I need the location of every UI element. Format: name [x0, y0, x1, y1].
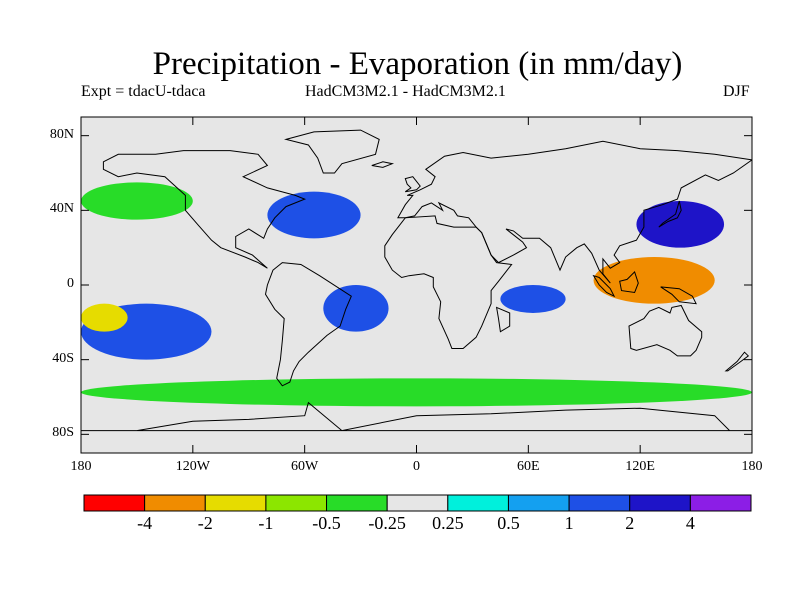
experiment-label: Expt = tdacU-tdaca: [81, 83, 206, 100]
coastline-9: [660, 286, 697, 305]
axis-ticks: [80, 117, 753, 453]
lat-label-1: 40N: [49, 201, 74, 217]
field-region-2: [500, 285, 566, 313]
field-region-7: [81, 378, 752, 407]
coastline-4: [628, 304, 703, 357]
field-region-1: [323, 285, 389, 332]
colorbar-swatch-8: [568, 494, 631, 512]
coastline-5: [284, 129, 380, 174]
lat-label-2: 0: [67, 276, 74, 291]
lon-label-3: 0: [413, 459, 420, 474]
coastline-6: [81, 401, 752, 432]
colorbar-swatch-4: [326, 494, 388, 512]
colorbar-label-8: 2: [625, 513, 635, 533]
coastline-13: [495, 306, 511, 333]
colorbar-swatch-1: [144, 494, 206, 512]
coastline-14: [724, 351, 750, 372]
coastline-0: [102, 150, 307, 269]
coastline-8: [619, 270, 639, 294]
model-label: HadCM3M2.1 - HadCM3M2.1: [305, 83, 506, 100]
lat-label-0: 80N: [49, 126, 74, 142]
coastline-3: [384, 215, 513, 349]
colorbar-swatch-2: [204, 494, 267, 512]
colorbar-label-1: -2: [197, 513, 213, 533]
colorbar-label-2: -1: [258, 513, 274, 533]
coastlines: [81, 129, 752, 432]
chart-title: Precipitation - Evaporation (in mm/day): [152, 46, 683, 82]
field-region-8: [81, 303, 128, 332]
coastline-10: [658, 200, 682, 228]
coastline-1: [264, 262, 352, 387]
lon-label-1: 120W: [175, 459, 210, 474]
colorbar-swatch-10: [689, 494, 752, 512]
coastline-12: [371, 161, 395, 168]
colorbar-swatch-6: [447, 494, 509, 512]
colorbar-swatch-5: [386, 494, 449, 512]
lat-label-3: 40S: [52, 350, 74, 366]
lon-label-2: 60W: [291, 459, 319, 474]
lon-label-4: 60E: [517, 459, 540, 474]
field-region-3: [636, 201, 725, 248]
season-label: DJF: [723, 83, 750, 100]
colorbar-label-7: 1: [564, 513, 574, 533]
field-region-4: [267, 191, 361, 239]
lat-label-4: 80S: [52, 425, 74, 441]
colorbar-label-4: -0.25: [368, 513, 406, 533]
field-region-0: [593, 257, 715, 304]
colorbar-swatch-9: [629, 494, 691, 512]
colorbar-label-5: 0.25: [432, 513, 464, 533]
coastline-11: [404, 176, 421, 193]
colorbar-swatch-7: [507, 494, 570, 512]
lon-label-0: 180: [70, 459, 92, 474]
colorbar-label-3: -0.5: [312, 513, 341, 533]
lon-label-6: 180: [741, 459, 763, 474]
lon-label-5: 120E: [625, 459, 655, 474]
colorbar-swatch-0: [83, 494, 146, 512]
field-region-5: [81, 182, 193, 220]
colorbar-label-9: 4: [685, 513, 695, 533]
colorbar-swatch-3: [265, 494, 328, 512]
colorbar-label-6: 0.5: [497, 513, 520, 533]
colorbar-label-0: -4: [137, 513, 153, 533]
colorbar: [83, 494, 752, 512]
coastline-7: [592, 274, 616, 298]
